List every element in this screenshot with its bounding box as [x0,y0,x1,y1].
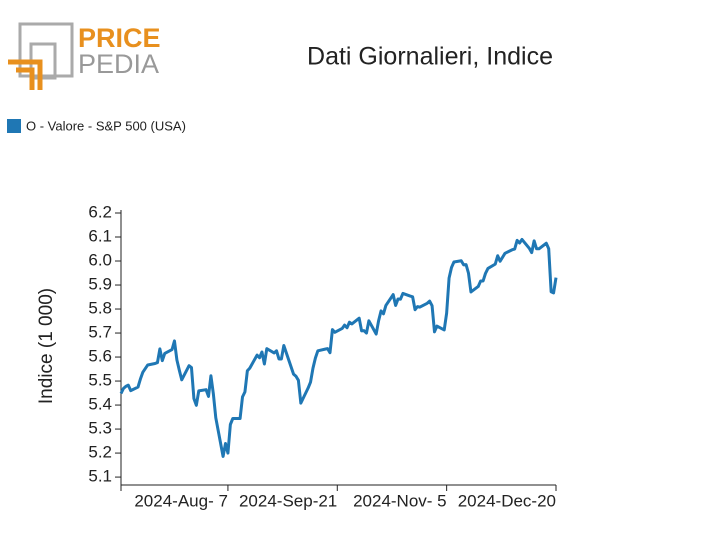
y-tick-label: 5.3 [88,419,112,438]
y-tick-label: 6.1 [88,226,112,245]
x-tick-label: 2024-Dec-20 [458,491,556,510]
x-tick-label: 2024-Sep-21 [239,491,337,510]
y-tick-label: 6.2 [88,202,112,221]
x-tick-label: 2024-Aug- 7 [134,491,228,510]
logo: PRICE PEDIA [8,22,161,90]
logo-bracket [8,59,43,90]
y-tick-label: 5.6 [88,347,112,366]
y-tick-label: 5.2 [88,443,112,462]
y-tick-label: 5.1 [88,467,112,486]
y-tick-label: 5.4 [88,395,112,414]
y-tick-label: 5.8 [88,299,112,318]
legend-swatch [7,119,21,133]
logo-frame [18,22,74,78]
x-tick-label: 2024-Nov- 5 [353,491,447,510]
y-tick-label: 5.7 [88,323,112,342]
legend-label: O - Valore - S&P 500 (USA) [26,118,186,133]
y-axis-label: Indice (1 000) [36,288,57,404]
logo-text: PRICE [78,23,161,53]
y-tick-label: 5.9 [88,275,112,294]
data-line [119,237,558,458]
y-tick-label: 6.0 [88,250,112,269]
chart-title: Dati Giornalieri, Indice [307,43,553,71]
logo-text: PEDIA [78,49,159,79]
y-tick-label: 5.5 [88,371,112,390]
